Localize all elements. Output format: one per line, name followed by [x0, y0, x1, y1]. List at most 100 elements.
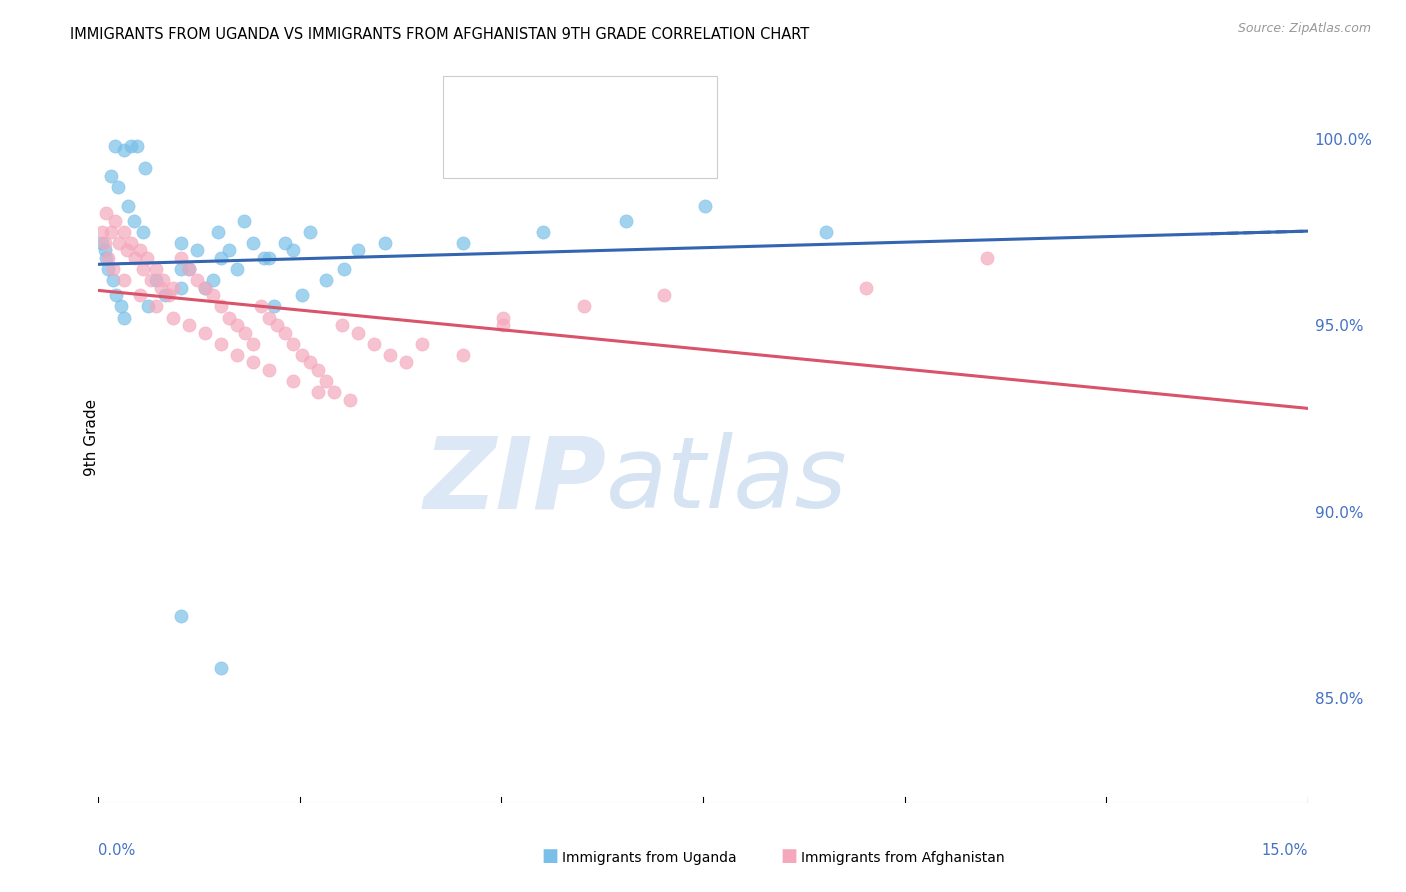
Point: [100, 169, 122, 183]
Point: [242, 235, 264, 250]
Point: [194, 281, 217, 295]
Text: ■: ■: [780, 847, 797, 865]
Point: [298, 225, 321, 239]
Point: [96, 251, 118, 265]
Point: [253, 251, 276, 265]
Point: [226, 318, 249, 332]
Point: [395, 355, 418, 369]
Point: [169, 235, 191, 250]
Point: [169, 251, 191, 265]
Point: [242, 355, 264, 369]
Point: [169, 281, 191, 295]
Point: [259, 251, 281, 265]
Point: [451, 348, 474, 362]
Point: [274, 326, 297, 340]
Point: [120, 235, 142, 250]
Point: [374, 235, 396, 250]
Text: Immigrants from Afghanistan: Immigrants from Afghanistan: [801, 851, 1005, 865]
Point: [322, 385, 344, 400]
Point: [186, 273, 208, 287]
Text: 0.155: 0.155: [524, 140, 572, 155]
Point: [129, 288, 152, 302]
Point: [162, 281, 184, 295]
Point: [233, 326, 256, 340]
Point: [138, 300, 160, 314]
Text: ■: ■: [457, 103, 474, 120]
Text: 52: 52: [640, 100, 661, 115]
Point: [94, 235, 117, 250]
Point: [263, 300, 285, 314]
Point: [201, 273, 224, 287]
Point: [976, 251, 998, 265]
Point: [250, 300, 273, 314]
Point: [315, 374, 337, 388]
Point: [145, 262, 167, 277]
Point: [616, 213, 638, 227]
Point: [101, 273, 124, 287]
Point: [129, 244, 152, 258]
Point: [209, 336, 232, 351]
Point: [652, 288, 675, 302]
Point: [101, 262, 124, 277]
Point: [97, 262, 120, 277]
Point: [572, 300, 595, 314]
Point: [153, 288, 176, 302]
Point: [96, 206, 118, 220]
Point: [333, 262, 356, 277]
Point: [218, 310, 240, 325]
Point: [283, 374, 305, 388]
Point: [186, 244, 208, 258]
Text: Immigrants from Uganda: Immigrants from Uganda: [562, 851, 737, 865]
Point: [290, 288, 312, 302]
Point: [100, 225, 122, 239]
Point: [152, 273, 174, 287]
Point: [107, 180, 129, 194]
Point: [105, 288, 128, 302]
Point: [259, 310, 281, 325]
Point: [91, 225, 114, 239]
Point: [492, 318, 515, 332]
Point: [150, 281, 173, 295]
Text: N =: N =: [583, 100, 627, 115]
Point: [97, 251, 120, 265]
Text: 68: 68: [640, 140, 661, 155]
Point: [380, 348, 402, 362]
Point: [157, 288, 180, 302]
Point: [145, 273, 167, 287]
Point: [94, 244, 117, 258]
Point: [259, 363, 281, 377]
Point: [112, 143, 135, 157]
Point: [242, 336, 264, 351]
Point: [194, 326, 217, 340]
Point: [112, 225, 135, 239]
Point: [226, 348, 249, 362]
Point: [115, 244, 138, 258]
Point: [103, 213, 125, 227]
Point: [91, 235, 114, 250]
Text: IMMIGRANTS FROM UGANDA VS IMMIGRANTS FROM AFGHANISTAN 9TH GRADE CORRELATION CHAR: IMMIGRANTS FROM UGANDA VS IMMIGRANTS FRO…: [70, 27, 810, 42]
Point: [134, 161, 156, 176]
Point: [209, 300, 232, 314]
Point: [363, 336, 385, 351]
Point: [814, 225, 837, 239]
Point: [298, 355, 321, 369]
Text: R =: R =: [482, 140, 516, 155]
Point: [226, 262, 249, 277]
Point: [855, 281, 877, 295]
Y-axis label: 9th Grade: 9th Grade: [84, 399, 98, 475]
Point: [347, 326, 370, 340]
Point: [290, 348, 312, 362]
Point: [169, 609, 191, 624]
Point: [209, 251, 232, 265]
Point: [411, 336, 433, 351]
Point: [127, 139, 149, 153]
Point: [169, 262, 191, 277]
Point: [117, 199, 139, 213]
Point: [132, 225, 155, 239]
Point: [139, 273, 162, 287]
Point: [132, 262, 155, 277]
Text: 15.0%: 15.0%: [1261, 843, 1308, 858]
Point: [135, 251, 157, 265]
Point: [177, 262, 200, 277]
Point: [274, 235, 297, 250]
